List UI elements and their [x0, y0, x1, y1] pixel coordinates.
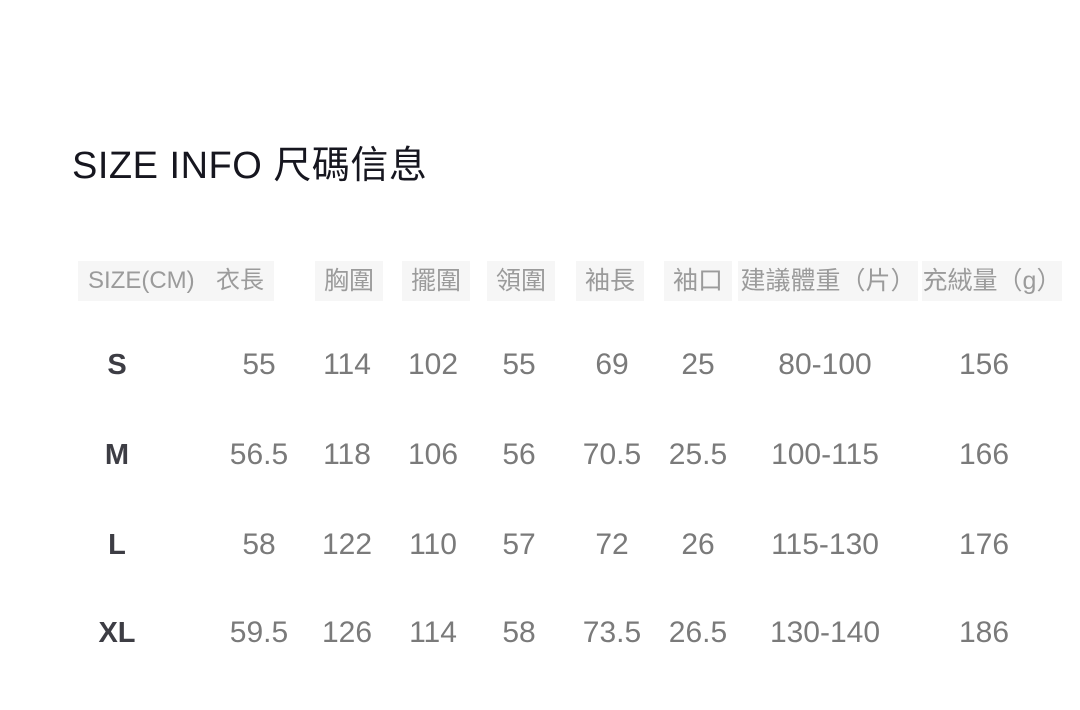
table-row-l: L 58 122 110 57 72 26 115-130 176: [0, 525, 1080, 565]
value-cell-hem: 110: [409, 528, 457, 561]
value-cell-hem: 102: [407, 348, 459, 381]
table-row-s: S 55 114 102 55 69 25 80-100 156: [0, 345, 1080, 385]
size-label-cell: L: [108, 529, 126, 561]
value-cell-sleeve-length: 70.5: [582, 438, 642, 471]
value-cell-down-fill: 156: [958, 348, 1010, 381]
header-cell-size-unit: SIZE(CM) 衣長: [78, 261, 274, 301]
header-cell-suggested-weight: 建議體重（片）: [738, 261, 918, 301]
table-row-m: M 56.5 118 106 56 70.5 25.5 100-115 166: [0, 435, 1080, 475]
header-cell-down-fill: 充絨量（g）: [922, 261, 1062, 301]
value-cell-suggested-weight: 130-140: [769, 616, 881, 649]
value-cell-collar: 56: [502, 438, 536, 471]
table-row-xl: XL 59.5 126 114 58 73.5 26.5 130-140 186: [0, 613, 1080, 653]
value-cell-down-fill: 166: [958, 438, 1010, 471]
value-cell-sleeve-length: 69: [595, 348, 629, 381]
value-cell-collar: 58: [502, 616, 536, 649]
header-cell-garment-length: 衣長: [216, 267, 264, 294]
header-cell-sleeve-length: 袖長: [576, 261, 644, 301]
value-cell-suggested-weight: 100-115: [771, 438, 879, 471]
size-label-cell: XL: [98, 617, 136, 649]
header-cell-hem: 擺圍: [402, 261, 470, 301]
page-title: SIZE INFO 尺碼信息: [72, 145, 428, 187]
value-cell-cuff: 25: [681, 348, 715, 381]
value-cell-garment-length: 58: [242, 528, 276, 561]
value-cell-suggested-weight: 80-100: [778, 348, 872, 381]
value-cell-chest: 118: [323, 438, 371, 471]
value-cell-cuff: 26.5: [668, 616, 728, 649]
value-cell-chest: 114: [323, 348, 371, 381]
value-cell-suggested-weight: 115-130: [771, 528, 879, 561]
value-cell-hem: 106: [407, 438, 459, 471]
value-cell-sleeve-length: 72: [595, 528, 629, 561]
value-cell-chest: 122: [321, 528, 373, 561]
value-cell-collar: 55: [502, 348, 536, 381]
value-cell-sleeve-length: 73.5: [582, 616, 642, 649]
value-cell-down-fill: 176: [958, 528, 1010, 561]
header-cell-collar: 領圍: [487, 261, 555, 301]
value-cell-chest: 126: [321, 616, 373, 649]
size-label-cell: S: [107, 349, 127, 381]
value-cell-cuff: 26: [681, 528, 715, 561]
value-cell-garment-length: 56.5: [229, 438, 289, 471]
size-label-cell: M: [104, 439, 130, 471]
header-cell-cuff: 袖口: [664, 261, 732, 301]
value-cell-garment-length: 55: [242, 348, 276, 381]
value-cell-down-fill: 186: [958, 616, 1010, 649]
value-cell-garment-length: 59.5: [229, 616, 289, 649]
size-unit-label: SIZE(CM): [88, 267, 195, 294]
value-cell-collar: 57: [502, 528, 536, 561]
header-cell-chest: 胸圍: [315, 261, 383, 301]
value-cell-cuff: 25.5: [668, 438, 728, 471]
value-cell-hem: 114: [409, 616, 457, 649]
